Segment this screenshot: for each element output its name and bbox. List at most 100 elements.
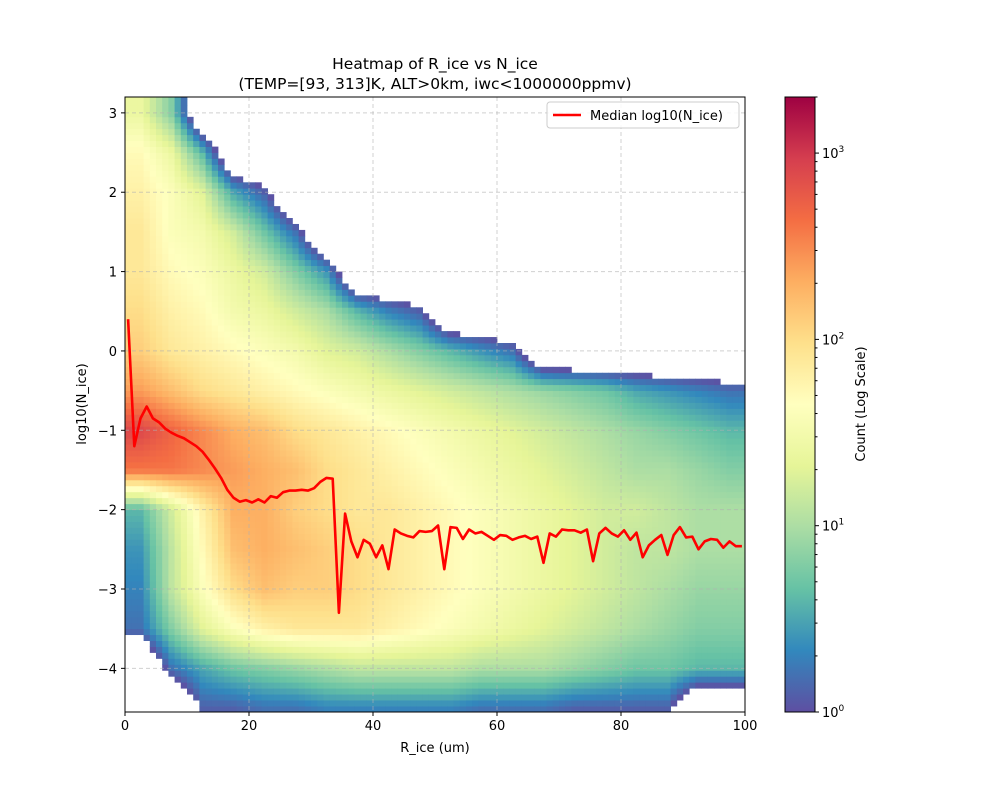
heatmap-cell bbox=[503, 485, 510, 493]
heatmap-cell bbox=[236, 247, 244, 255]
heatmap-cell bbox=[428, 533, 436, 540]
heatmap-cell bbox=[149, 122, 157, 130]
heatmap-cell bbox=[459, 616, 467, 624]
heatmap-cell bbox=[280, 634, 287, 641]
heatmap-cell bbox=[249, 503, 256, 511]
heatmap-cell bbox=[273, 241, 281, 249]
heatmap-cell bbox=[354, 408, 361, 415]
heatmap-cell bbox=[267, 610, 275, 618]
heatmap-cell bbox=[280, 533, 287, 540]
heatmap-cell bbox=[503, 664, 510, 671]
heatmap-cell bbox=[187, 545, 194, 552]
heatmap-cell bbox=[416, 682, 423, 689]
heatmap-cell bbox=[230, 670, 237, 677]
heatmap-cell bbox=[497, 688, 504, 695]
heatmap-cell bbox=[397, 509, 405, 516]
heatmap-cell bbox=[379, 378, 386, 386]
heatmap-cell bbox=[391, 491, 399, 499]
heatmap-cell bbox=[205, 170, 213, 177]
heatmap-cell bbox=[149, 491, 157, 499]
heatmap-cell bbox=[156, 223, 163, 231]
heatmap-cell bbox=[205, 646, 213, 653]
heatmap-cell bbox=[329, 414, 337, 421]
heatmap-cell bbox=[354, 545, 361, 552]
heatmap-cell bbox=[404, 343, 411, 350]
heatmap-cell bbox=[447, 426, 454, 433]
heatmap-cell bbox=[236, 414, 244, 421]
heatmap-cell bbox=[230, 390, 237, 397]
heatmap-cell bbox=[137, 212, 144, 219]
heatmap-cell bbox=[218, 581, 225, 588]
heatmap-cell bbox=[447, 337, 454, 344]
heatmap-cell bbox=[366, 604, 374, 612]
heatmap-cell bbox=[317, 283, 324, 290]
heatmap-cell bbox=[366, 587, 374, 594]
heatmap-cell bbox=[503, 700, 510, 707]
heatmap-cell bbox=[168, 533, 175, 540]
heatmap-cell bbox=[311, 563, 318, 570]
heatmap-cell bbox=[441, 587, 448, 594]
heatmap-cell bbox=[156, 390, 163, 397]
heatmap-cell bbox=[416, 545, 423, 552]
heatmap-cell bbox=[428, 664, 436, 671]
heatmap-cell bbox=[168, 462, 175, 469]
heatmap-cell bbox=[131, 218, 138, 225]
heatmap-cell bbox=[267, 348, 275, 356]
heatmap-cell bbox=[174, 503, 182, 511]
heatmap-cell bbox=[379, 467, 386, 475]
heatmap-cell bbox=[168, 485, 175, 493]
heatmap-cell bbox=[218, 325, 225, 332]
heatmap-cell bbox=[230, 289, 237, 296]
heatmap-cell bbox=[162, 533, 169, 540]
heatmap-cell bbox=[211, 343, 219, 350]
heatmap-cell bbox=[174, 640, 182, 647]
heatmap-cell bbox=[466, 479, 473, 487]
heatmap-cell bbox=[180, 218, 188, 225]
heatmap-cell bbox=[199, 616, 206, 624]
heatmap-cell bbox=[373, 569, 380, 576]
heatmap-cell bbox=[484, 646, 492, 653]
heatmap-cell bbox=[267, 378, 275, 386]
heatmap-cell bbox=[385, 420, 392, 427]
heatmap-cell bbox=[236, 343, 244, 350]
heatmap-cell bbox=[199, 396, 206, 403]
heatmap-cell bbox=[428, 432, 436, 439]
heatmap-cell bbox=[379, 343, 386, 350]
heatmap-cell bbox=[323, 539, 330, 546]
heatmap-cell bbox=[348, 616, 355, 624]
heatmap-cell bbox=[503, 491, 510, 499]
heatmap-cell bbox=[422, 420, 430, 427]
heatmap-cell bbox=[286, 420, 293, 427]
heatmap-cell bbox=[261, 700, 268, 707]
heatmap-cell bbox=[273, 450, 281, 457]
heatmap-cell bbox=[478, 408, 485, 415]
heatmap-cell bbox=[447, 414, 454, 421]
heatmap-cell bbox=[472, 610, 479, 618]
heatmap-cell bbox=[125, 402, 132, 409]
heatmap-cell bbox=[143, 158, 151, 165]
heatmap-cell bbox=[242, 295, 250, 302]
heatmap-cell bbox=[224, 563, 231, 570]
heatmap-cell bbox=[490, 354, 498, 362]
heatmap-cell bbox=[199, 533, 206, 540]
heatmap-cell bbox=[286, 682, 293, 689]
heatmap-cell bbox=[131, 104, 138, 112]
heatmap-cell bbox=[304, 598, 312, 606]
heatmap-cell bbox=[317, 473, 324, 481]
heatmap-cell bbox=[348, 462, 355, 469]
heatmap-cell bbox=[187, 348, 194, 356]
heatmap-cell bbox=[286, 247, 293, 255]
heatmap-cell bbox=[342, 426, 349, 433]
heatmap-cell bbox=[267, 372, 275, 380]
heatmap-cell bbox=[273, 289, 281, 296]
heatmap-cell bbox=[261, 348, 268, 356]
heatmap-cell bbox=[311, 664, 318, 671]
heatmap-cell bbox=[180, 259, 188, 267]
heatmap-cell bbox=[218, 182, 225, 189]
heatmap-cell bbox=[298, 575, 306, 582]
heatmap-cell bbox=[472, 456, 479, 463]
heatmap-cell bbox=[180, 390, 188, 397]
heatmap-cell bbox=[311, 670, 318, 677]
heatmap-cell bbox=[255, 616, 262, 624]
heatmap-cell bbox=[218, 212, 225, 219]
